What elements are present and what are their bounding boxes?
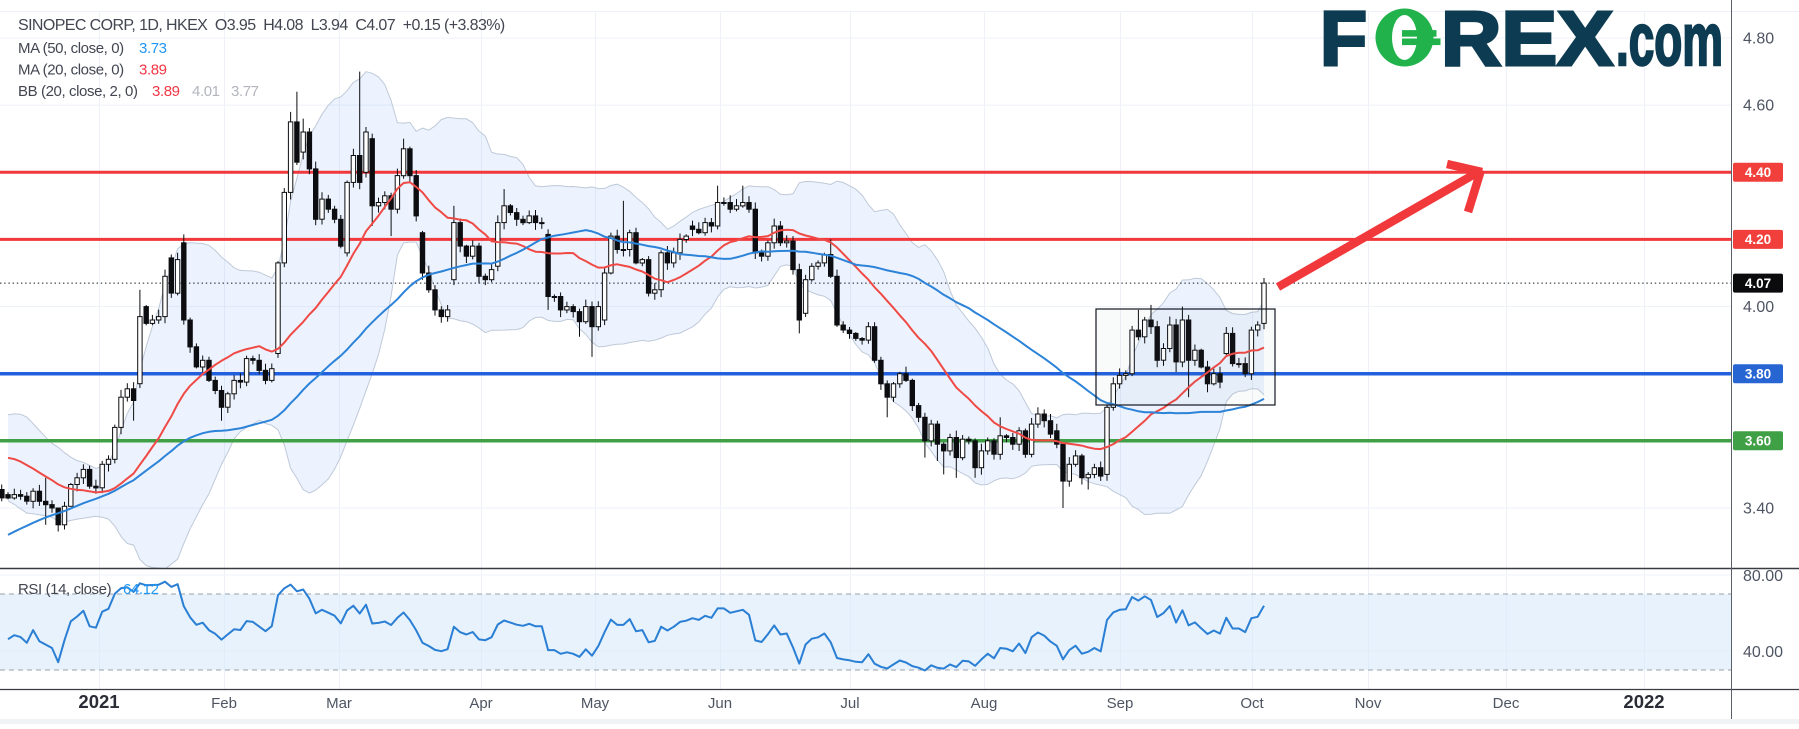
- svg-text:3.40: 3.40: [1743, 501, 1774, 518]
- svg-text:BB (20, close, 2, 0): BB (20, close, 2, 0): [18, 83, 138, 100]
- svg-text:4.40: 4.40: [1745, 165, 1771, 180]
- svg-text:RSI (14, close): RSI (14, close): [18, 581, 112, 598]
- svg-text:Mar: Mar: [326, 695, 352, 712]
- svg-text:Apr: Apr: [469, 695, 492, 712]
- svg-text:May: May: [581, 695, 610, 712]
- svg-text:3.60: 3.60: [1745, 434, 1771, 449]
- svg-text:4.20: 4.20: [1745, 232, 1771, 247]
- svg-text:MA (50, close, 0): MA (50, close, 0): [18, 40, 124, 57]
- svg-text:2021: 2021: [78, 691, 119, 712]
- svg-text:Oct: Oct: [1240, 695, 1264, 712]
- svg-text:4.00: 4.00: [1743, 299, 1774, 316]
- svg-text:80.00: 80.00: [1743, 568, 1783, 585]
- svg-text:MA (20, close, 0): MA (20, close, 0): [18, 62, 124, 79]
- svg-text:3.89: 3.89: [139, 62, 167, 79]
- svg-text:2022: 2022: [1623, 691, 1664, 712]
- svg-text:4.07: 4.07: [1745, 276, 1771, 291]
- svg-text:64.12: 64.12: [123, 581, 159, 598]
- svg-text:4.60: 4.60: [1743, 98, 1774, 115]
- svg-text:3.77: 3.77: [231, 83, 259, 100]
- svg-text:4.01: 4.01: [192, 83, 220, 100]
- svg-text:Aug: Aug: [971, 695, 998, 712]
- svg-text:40.00: 40.00: [1743, 644, 1783, 661]
- svg-text:.com: .com: [1616, 0, 1723, 81]
- svg-text:Dec: Dec: [1493, 695, 1520, 712]
- svg-text:3.80: 3.80: [1745, 366, 1771, 381]
- svg-text:Jul: Jul: [840, 695, 859, 712]
- svg-text:3.73: 3.73: [139, 40, 167, 57]
- svg-text:F: F: [1320, 0, 1367, 82]
- svg-text:4.80: 4.80: [1743, 31, 1774, 48]
- svg-text:Jun: Jun: [708, 695, 732, 712]
- svg-text:SINOPEC CORP, 1D, HKEX O3.95: SINOPEC CORP, 1D, HKEX O3.95 H4.08 L3.94…: [18, 17, 505, 34]
- svg-text:REX: REX: [1441, 0, 1613, 82]
- svg-text:Feb: Feb: [211, 695, 237, 712]
- svg-text:3.89: 3.89: [152, 83, 180, 100]
- svg-text:Sep: Sep: [1107, 695, 1134, 712]
- svg-text:Nov: Nov: [1355, 695, 1382, 712]
